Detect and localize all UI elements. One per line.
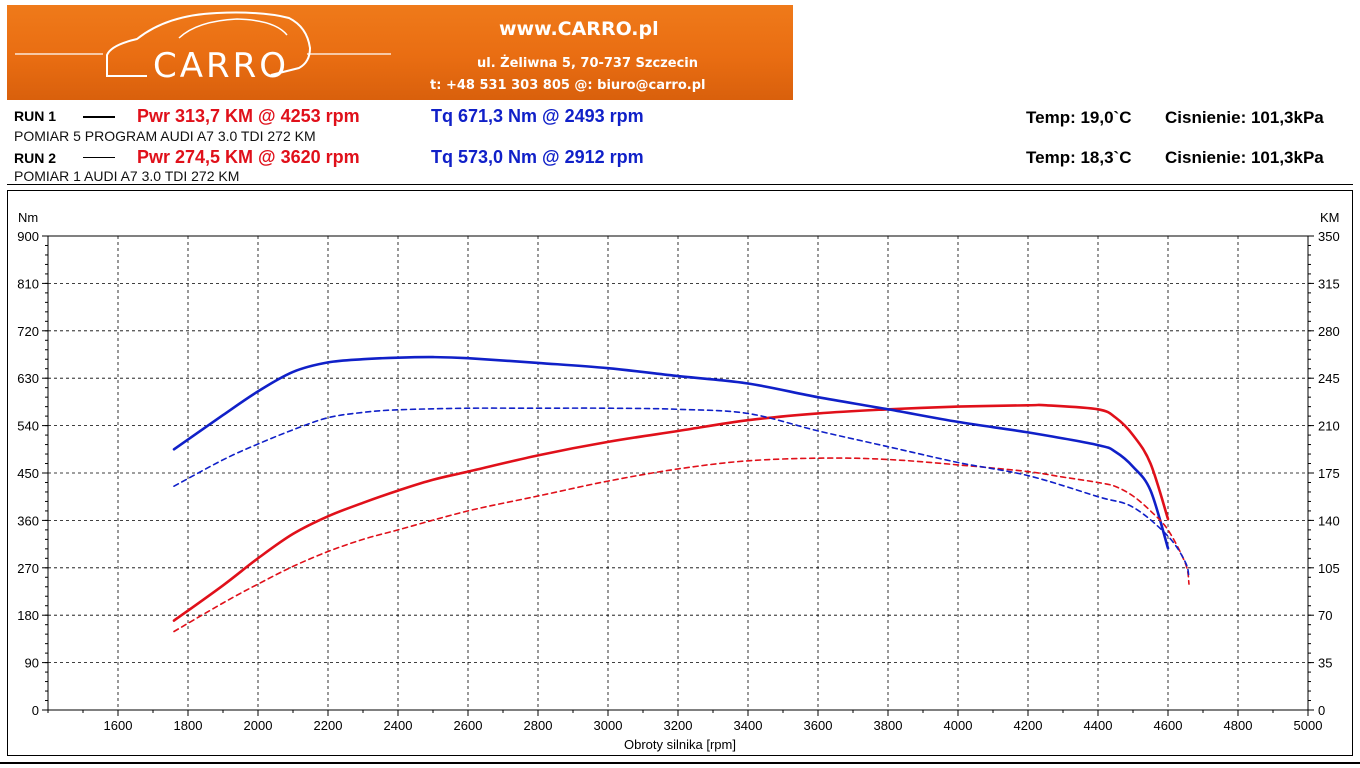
y-left-tick-label: 0 (32, 703, 39, 718)
x-tick-label: 2200 (314, 718, 343, 733)
y-right-tick-label: 280 (1318, 324, 1340, 339)
run1-legend-line (83, 116, 115, 118)
x-tick-label: 3800 (874, 718, 903, 733)
run2-label: RUN 2 (14, 150, 57, 166)
y-right-tick-label: 105 (1318, 561, 1340, 576)
run1-torque: Tq 671,3 Nm @ 2493 rpm (431, 106, 644, 126)
series-line-run-1-pwr (172, 403, 1170, 622)
y-left-tick-label: 90 (25, 656, 39, 671)
series-line-run-1-tq (172, 355, 1170, 550)
chart-frame (7, 190, 1353, 756)
header-banner: CARRO www.CARRO.pl ul. Żeliwna 5, 70-737… (7, 5, 793, 100)
y-left-tick-label: 180 (17, 608, 39, 623)
y-axis-label-left: Nm (18, 210, 38, 225)
y-right-tick-label: 35 (1318, 656, 1332, 671)
x-tick-label: 3600 (804, 718, 833, 733)
x-tick-label: 4400 (1084, 718, 1113, 733)
y-right-tick-label: 140 (1318, 513, 1340, 528)
x-axis-label: Obroty silnika [rpm] (624, 737, 736, 752)
y-right-tick-label: 245 (1318, 371, 1340, 386)
run1-label: RUN 1 (14, 108, 57, 124)
x-tick-label: 5000 (1294, 718, 1323, 733)
x-tick-label: 1600 (104, 718, 133, 733)
run2-legend-line (83, 157, 115, 158)
y-left-tick-label: 720 (17, 324, 39, 339)
run1-pressure: Cisnienie: 101,3kPa (1165, 108, 1324, 127)
y-left-tick-label: 450 (17, 466, 39, 481)
address: ul. Żeliwna 5, 70-737 Szczecin (477, 56, 698, 71)
x-tick-label: 3000 (594, 718, 623, 733)
run2-torque: Tq 573,0 Nm @ 2912 rpm (431, 147, 644, 167)
x-tick-label: 4800 (1224, 718, 1253, 733)
y-right-tick-label: 350 (1318, 229, 1340, 244)
x-tick-label: 2400 (384, 718, 413, 733)
x-tick-label: 4000 (944, 718, 973, 733)
series-line-run-2-pwr (173, 457, 1190, 633)
logo-text: CARRO (153, 46, 289, 86)
x-tick-label: 1800 (174, 718, 203, 733)
carro-logo: CARRO (15, 11, 391, 86)
y-left-tick-label: 900 (17, 229, 39, 244)
x-tick-label: 3200 (664, 718, 693, 733)
run2-power: Pwr 274,5 KM @ 3620 rpm (137, 147, 360, 167)
series-lines (172, 355, 1190, 633)
x-tick-label: 4200 (1014, 718, 1043, 733)
y-left-tick-label: 630 (17, 371, 39, 386)
y-left-tick-label: 360 (17, 513, 39, 528)
y-left-tick-label: 810 (17, 276, 39, 291)
x-tick-label: 4600 (1154, 718, 1183, 733)
y-right-tick-label: 315 (1318, 276, 1340, 291)
run2-temperature: Temp: 18,3`C (1026, 148, 1132, 167)
run1-power: Pwr 313,7 KM @ 4253 rpm (137, 106, 360, 126)
axis-ticks: 1600 1800 2000 2200 2400 2600 2800 3000 3200 3400… (17, 229, 1339, 733)
run2-description: POMIAR 1 AUDI A7 3.0 TDI 272 KM (14, 168, 240, 184)
footer-divider (0, 762, 1360, 764)
x-tick-label: 2800 (524, 718, 553, 733)
x-tick-label: 2000 (244, 718, 273, 733)
x-tick-label: 2600 (454, 718, 483, 733)
y-right-tick-label: 210 (1318, 419, 1340, 434)
x-tick-label: 3400 (734, 718, 763, 733)
y-axis-label-right: KM (1320, 210, 1340, 225)
y-right-tick-label: 175 (1318, 466, 1340, 481)
run1-temperature: Temp: 19,0`C (1026, 108, 1132, 127)
y-left-tick-label: 270 (17, 561, 39, 576)
y-left-tick-label: 540 (17, 419, 39, 434)
run2-pressure: Cisnienie: 101,3kPa (1165, 148, 1324, 167)
website-url[interactable]: www.CARRO.pl (499, 18, 659, 40)
grid (48, 236, 1308, 710)
header-divider (7, 184, 1353, 185)
y-right-tick-label: 0 (1318, 703, 1325, 718)
y-right-tick-label: 70 (1318, 608, 1332, 623)
contact-info: t: +48 531 303 805 @: biuro@carro.pl (430, 78, 706, 93)
run1-description: POMIAR 5 PROGRAM AUDI A7 3.0 TDI 272 KM (14, 128, 316, 144)
